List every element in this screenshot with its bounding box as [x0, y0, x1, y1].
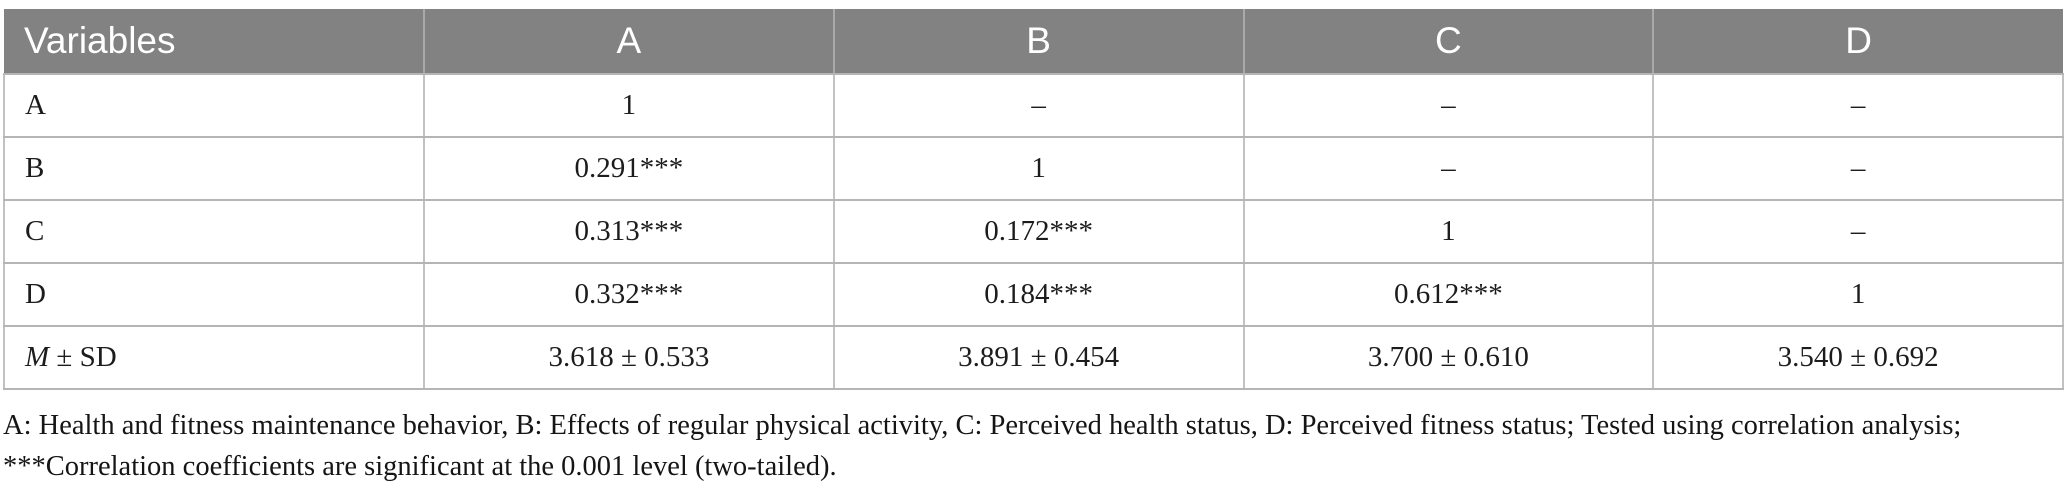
col-header-a: A — [423, 9, 834, 75]
cell-c-d: – — [1652, 199, 2064, 264]
cell-c-a: 0.313*** — [423, 199, 835, 264]
row-label-c: C — [2, 199, 426, 264]
cell-d-a: 0.332*** — [423, 262, 835, 327]
row-label-mean-sd: M ± SD — [2, 325, 426, 390]
table-footnote: A: Health and fitness maintenance behavi… — [3, 410, 1962, 483]
cell-a-a: 1 — [423, 73, 835, 138]
row-label-a: A — [2, 73, 426, 138]
correlation-table-figure: Variables A B C D A 1 – – – B 0.291*** 1… — [2, 9, 2064, 390]
cell-b-d: – — [1652, 136, 2064, 201]
table-row-c: C 0.313*** 0.172*** 1 – — [2, 199, 2064, 264]
cell-b-b: 1 — [832, 136, 1245, 201]
table-row-d: D 0.332*** 0.184*** 0.612*** 1 — [2, 262, 2064, 327]
correlation-table: Variables A B C D A 1 – – – B 0.291*** 1… — [2, 9, 2064, 390]
table-row-b: B 0.291*** 1 – – — [2, 136, 2064, 201]
mean-symbol: M — [25, 341, 50, 373]
cell-meansd-d: 3.540 ± 0.692 — [1652, 325, 2064, 390]
sd-label: ± SD — [49, 341, 117, 373]
cell-a-b: – — [832, 73, 1245, 138]
cell-b-c: – — [1242, 136, 1655, 201]
cell-c-b: 0.172*** — [832, 199, 1245, 264]
cell-d-b: 0.184*** — [832, 262, 1245, 327]
col-header-variables: Variables — [4, 9, 425, 75]
col-header-d: D — [1652, 9, 2063, 75]
table-row-a: A 1 – – – — [2, 73, 2064, 138]
cell-d-d: 1 — [1652, 262, 2064, 327]
table-row-mean-sd: M ± SD 3.618 ± 0.533 3.891 ± 0.454 3.700… — [2, 325, 2064, 390]
col-header-b: B — [832, 9, 1244, 75]
cell-d-c: 0.612*** — [1242, 262, 1655, 327]
row-label-b: B — [2, 136, 426, 201]
cell-b-a: 0.291*** — [423, 136, 835, 201]
row-label-d: D — [2, 262, 426, 327]
cell-a-c: – — [1242, 73, 1655, 138]
cell-a-d: – — [1652, 73, 2064, 138]
col-header-c: C — [1242, 9, 1654, 75]
cell-meansd-c: 3.700 ± 0.610 — [1242, 325, 1655, 390]
cell-meansd-b: 3.891 ± 0.454 — [832, 325, 1245, 390]
cell-c-c: 1 — [1242, 199, 1655, 264]
header-row: Variables A B C D — [4, 9, 2063, 75]
cell-meansd-a: 3.618 ± 0.533 — [423, 325, 835, 390]
